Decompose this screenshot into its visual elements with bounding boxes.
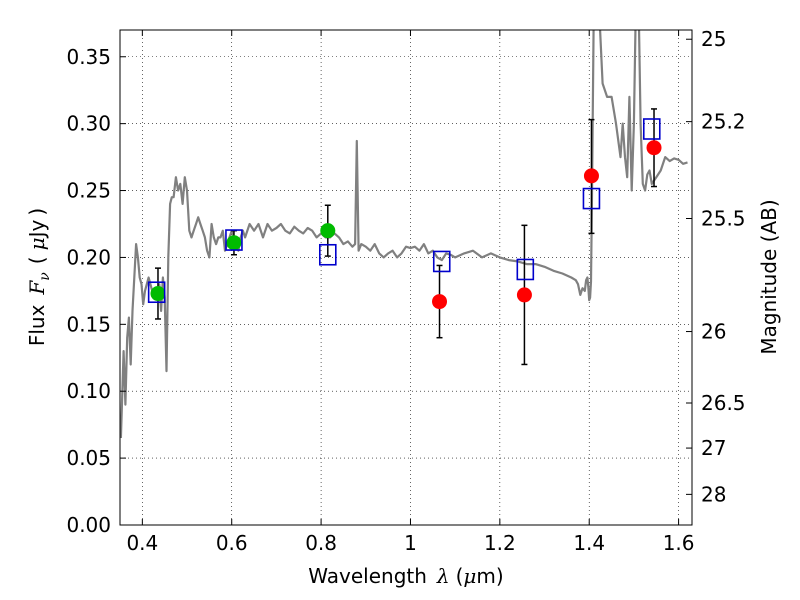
x-tick-label: 0.6 <box>216 531 248 555</box>
y2-tick-label: 26.5 <box>701 391 746 415</box>
model-square <box>642 118 661 140</box>
x-tick-label: 0.4 <box>126 531 158 555</box>
y2-axis-label: Magnitude (AB) <box>757 199 781 354</box>
red-point <box>432 294 448 310</box>
y2-tick-label: 25 <box>701 27 726 51</box>
x-tick-label: 1.2 <box>484 531 516 555</box>
y-axis-label: FluxFν(μJy) <box>25 208 53 346</box>
model-square <box>225 229 243 251</box>
grid <box>120 30 692 526</box>
points-layer <box>147 108 662 366</box>
y2-tick-label: 28 <box>701 482 726 506</box>
model-square <box>582 187 601 210</box>
green-point <box>226 235 242 251</box>
red-point <box>583 168 599 184</box>
y2-tick-label: 25.2 <box>701 110 746 134</box>
y-tick-label: 0.25 <box>66 179 111 203</box>
y2-tick-label: 25.5 <box>701 207 746 231</box>
y-tick-label: 0.30 <box>66 112 111 136</box>
y-tick-label: 0.00 <box>66 513 111 537</box>
axes-layer: 0.4 0.6 0.8 1 1.2 1.4 1.6 0.00 0.05 0.10 0.15 0.20 0… <box>66 27 745 555</box>
model-square <box>147 281 166 304</box>
model-square <box>318 243 337 266</box>
x-tick-label: 1.4 <box>573 531 605 555</box>
x-tick-label: 1 <box>404 531 417 555</box>
y2-tick-label: 26 <box>701 320 726 344</box>
y-tick-label: 0.10 <box>66 379 111 403</box>
green-point <box>320 223 336 239</box>
spectrum-layer <box>120 30 688 439</box>
plot-frame <box>119 29 693 526</box>
x-axis-label: Wavelength λ (μm) <box>308 564 503 588</box>
y-tick-label: 0.15 <box>66 312 111 336</box>
y2-tick-label: 27 <box>701 436 726 460</box>
y-tick-label: 0.05 <box>66 446 111 470</box>
x-tick-label: 0.8 <box>305 531 337 555</box>
model-square <box>432 250 451 273</box>
green-point <box>150 286 166 302</box>
y-tick-label: 0.20 <box>66 245 111 269</box>
red-point <box>516 287 532 303</box>
model-square <box>516 258 535 281</box>
red-point <box>646 140 662 156</box>
spectrum-line <box>120 30 688 439</box>
x-tick-label: 1.6 <box>663 531 695 555</box>
y-tick-label: 0.35 <box>66 45 111 69</box>
